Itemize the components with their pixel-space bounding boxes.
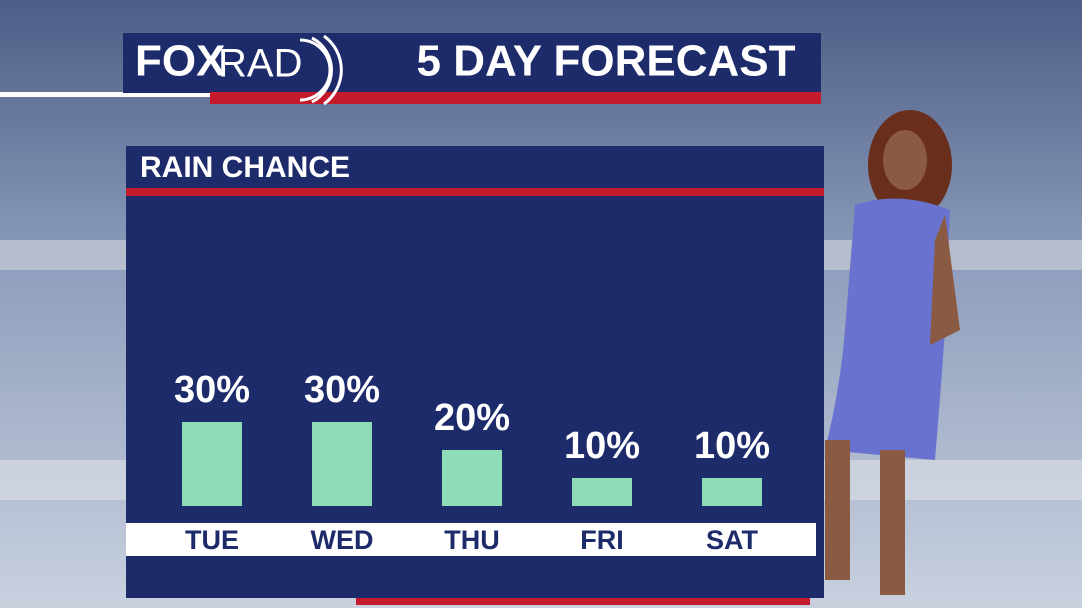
header-stripe — [210, 92, 821, 104]
logo-arcs — [299, 34, 343, 106]
value-label: 10% — [694, 425, 770, 467]
logo-fox: FOX — [135, 37, 225, 86]
value-label: 10% — [564, 425, 640, 467]
chart-subtitle: RAIN CHANCE — [140, 151, 350, 184]
header-line — [0, 92, 212, 97]
bar — [182, 422, 242, 506]
category-label: FRI — [580, 525, 624, 555]
category-label: WED — [311, 525, 374, 555]
chart-panel — [126, 146, 824, 598]
category-label: SAT — [706, 525, 759, 555]
plot: 30% TUE 30% WED 20% THU 10% FRI 10% SAT — [174, 369, 770, 555]
category-label: TUE — [185, 525, 239, 555]
subtitle-stripe — [126, 188, 824, 196]
bar — [442, 450, 502, 506]
header-banner — [123, 33, 821, 93]
chart-title: 5 DAY FORECAST — [417, 37, 796, 86]
value-label: 30% — [174, 369, 250, 411]
bar — [312, 422, 372, 506]
category-strip — [126, 523, 816, 556]
bar — [572, 478, 632, 506]
presenter — [825, 110, 960, 595]
value-label: 30% — [304, 369, 380, 411]
logo-rad: RAD — [218, 42, 302, 86]
bar — [702, 478, 762, 506]
footer-stripe — [356, 598, 810, 605]
value-label: 20% — [434, 397, 510, 439]
category-label: THU — [444, 525, 500, 555]
